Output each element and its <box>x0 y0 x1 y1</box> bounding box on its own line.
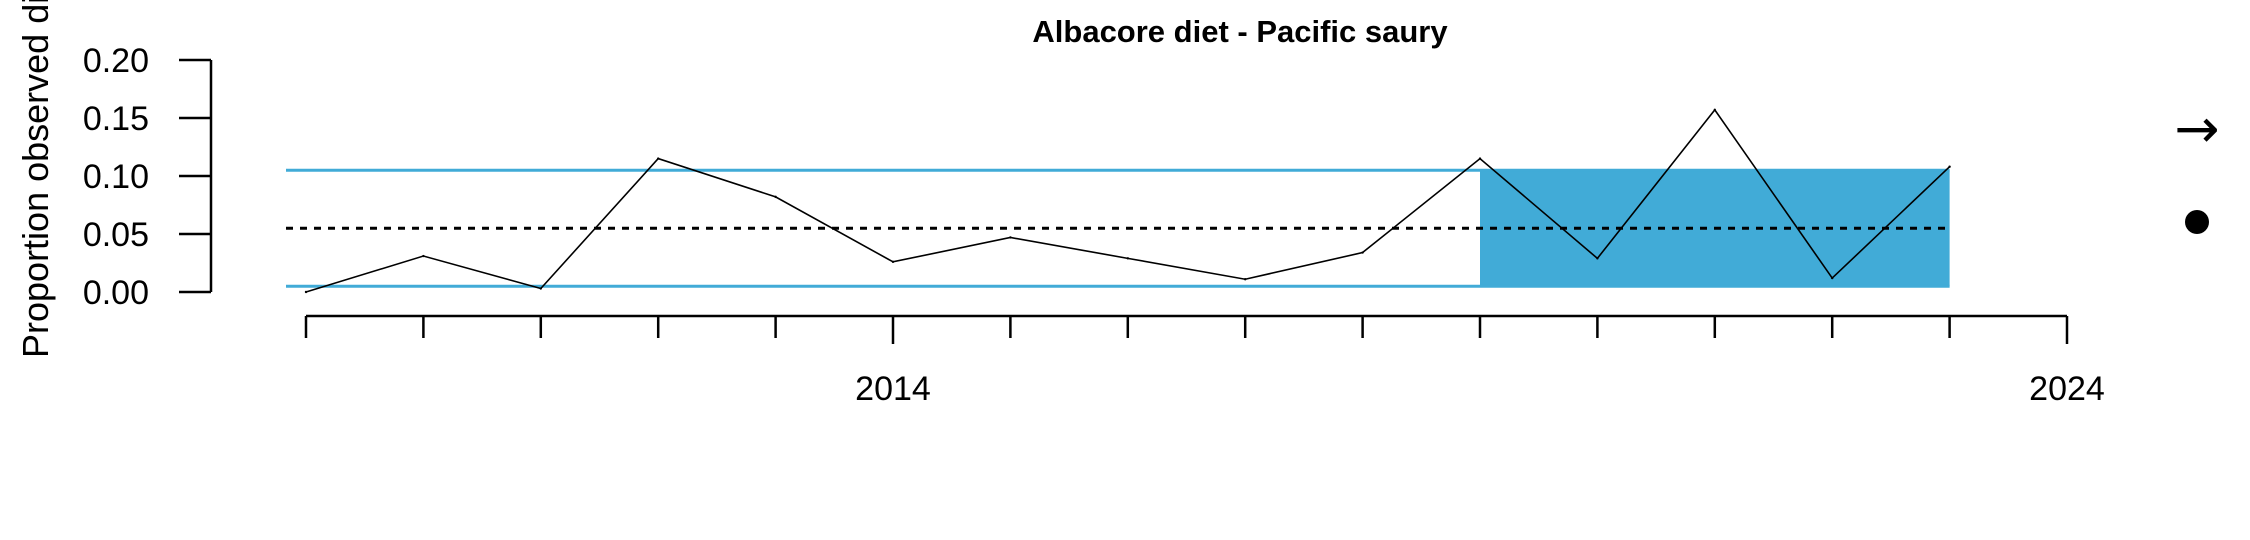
data-point-2015 <box>1009 236 1012 239</box>
reference-lines <box>286 168 1950 288</box>
legend-icons: → <box>2174 97 2220 234</box>
data-point-2010 <box>422 254 425 258</box>
data-point-2013 <box>774 195 777 199</box>
data-point-2012 <box>657 157 660 160</box>
data-point-2021 <box>1713 108 1717 112</box>
y-tick-label: 0.00 <box>83 274 149 312</box>
y-tick-label: 0.15 <box>83 100 149 138</box>
data-point-2019 <box>1478 157 1482 160</box>
chart-title: Albacore diet - Pacific saury <box>1032 14 1448 49</box>
data-point-2016 <box>1126 257 1130 260</box>
x-tick-label: 2024 <box>2029 370 2105 408</box>
data-point-2018 <box>1361 251 1364 254</box>
x-axis: 2014 2024 <box>304 314 2105 408</box>
data-point-2023 <box>1948 165 1951 168</box>
data-point-2011 <box>539 287 542 290</box>
y-axis-label: Proportion observed diet <box>15 0 56 358</box>
series-layer <box>304 108 1951 294</box>
filled-circle-icon <box>2185 210 2209 234</box>
right-arrow-icon: → <box>2174 97 2219 160</box>
data-point-2022 <box>1831 276 1834 280</box>
data-point-2020 <box>1596 257 1599 260</box>
y-tick-label: 0.20 <box>83 42 149 80</box>
y-axis: 0.00 0.05 0.10 0.15 0.20 <box>83 42 213 312</box>
data-point-2009 <box>304 290 308 294</box>
x-tick-label: 2014 <box>855 370 931 408</box>
y-tick-label: 0.10 <box>83 158 149 196</box>
data-point-2014 <box>891 260 895 264</box>
data-point-2017 <box>1244 278 1247 281</box>
y-tick-label: 0.05 <box>83 216 149 254</box>
